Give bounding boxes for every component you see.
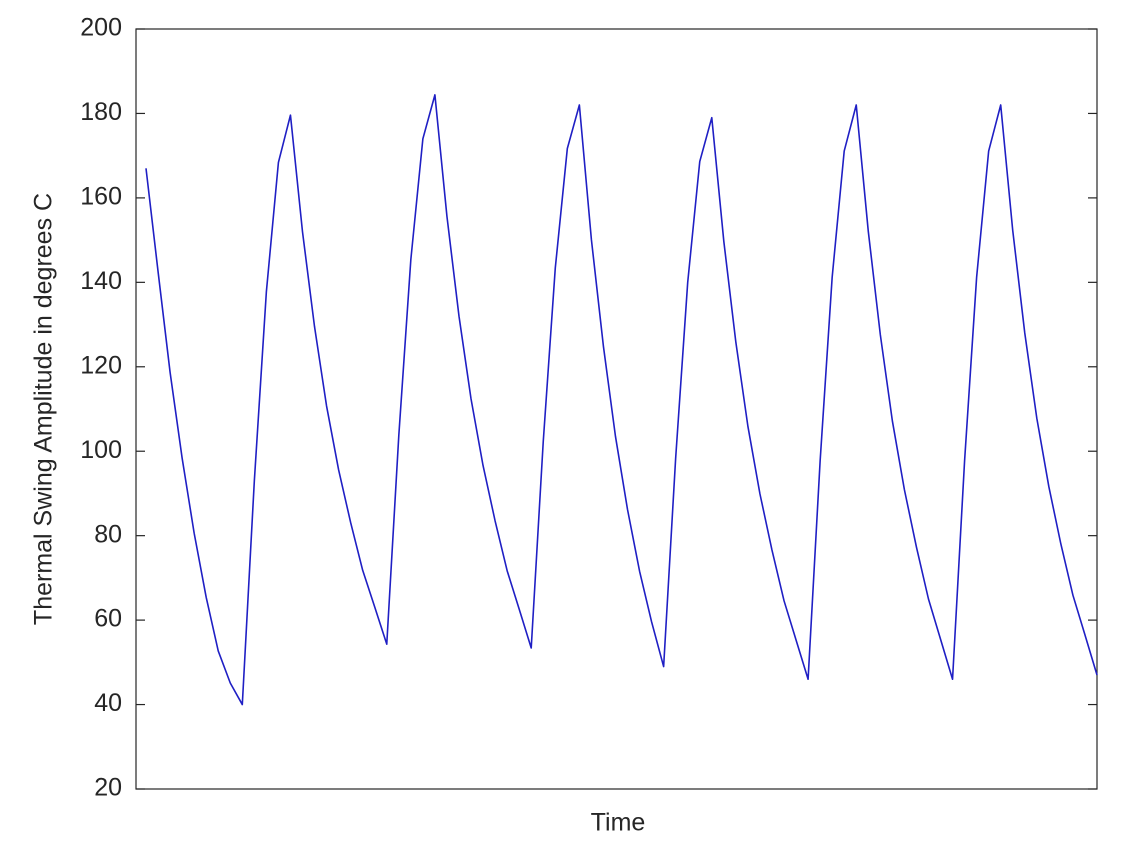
x-axis-label: Time [591,809,646,837]
y-tick-label: 40 [94,689,122,717]
plot-area [135,28,1098,790]
y-tick-label: 20 [94,774,122,802]
y-tick-label: 60 [94,605,122,633]
y-tick-label: 80 [94,520,122,548]
y-tick-label: 120 [80,351,122,379]
y-tick-label: 180 [80,98,122,126]
y-tick-label: 100 [80,436,122,464]
y-tick-label: 200 [80,14,122,42]
y-tick-label: 140 [80,267,122,295]
y-axis-label: Thermal Swing Amplitude in degrees C [30,193,58,625]
y-tick-label: 160 [80,182,122,210]
data-line [145,94,1098,706]
